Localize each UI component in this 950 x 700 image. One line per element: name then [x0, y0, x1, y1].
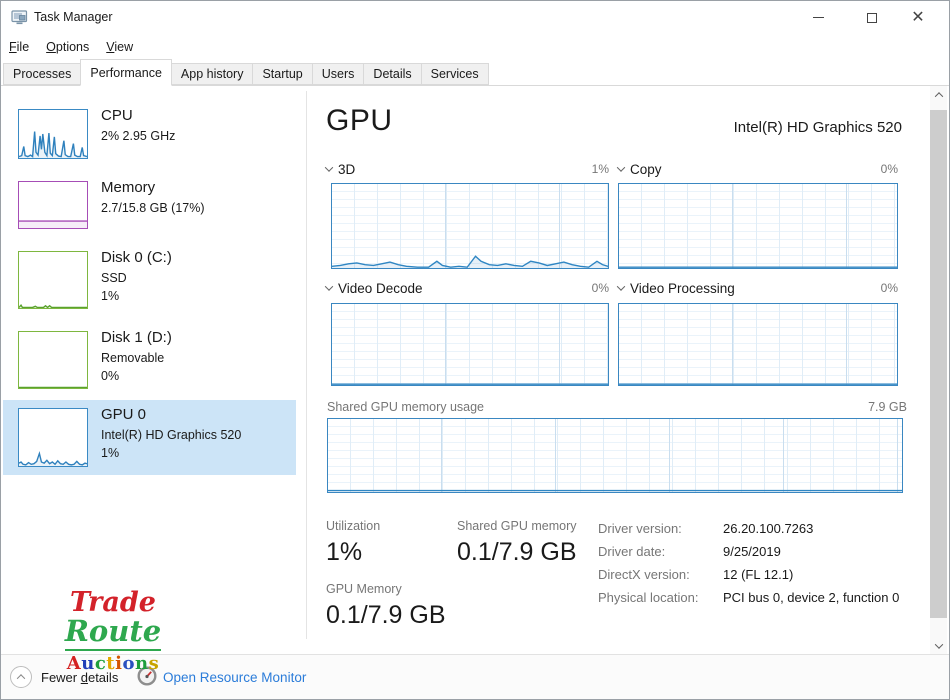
shared-gpu-memory-value: 0.1/7.9 GB	[457, 538, 577, 566]
sidebar-item-disk1[interactable]: Disk 1 (D:) Removable 0%	[3, 323, 296, 403]
tab-services[interactable]: Services	[420, 63, 489, 85]
sidebar-item-detail: Intel(R) HD Graphics 520	[101, 428, 242, 442]
utilization-label: Utilization	[326, 519, 381, 533]
page-title: GPU	[326, 104, 393, 137]
driver-date-value: 9/25/2019	[723, 544, 781, 559]
tab-performance[interactable]: Performance	[80, 59, 172, 86]
maximize-button[interactable]	[849, 1, 895, 34]
directx-version-value: 12 (FL 12.1)	[723, 567, 794, 582]
chevron-down-icon[interactable]	[324, 163, 334, 172]
chart-percent: 0%	[880, 162, 898, 176]
menu-file[interactable]: File	[9, 39, 30, 54]
tab-details[interactable]: Details	[363, 63, 422, 85]
menu-options[interactable]: Options	[46, 39, 90, 54]
chart-header-copy: Copy 0%	[616, 161, 898, 177]
driver-version-value: 26.20.100.7263	[723, 521, 814, 536]
task-manager-app-icon	[11, 10, 28, 25]
gpu-memory-value: 0.1/7.9 GB	[326, 601, 446, 629]
tab-startup[interactable]: Startup	[252, 63, 313, 85]
tab-users[interactable]: Users	[311, 63, 365, 85]
chevron-down-icon[interactable]	[616, 163, 626, 172]
disk1-mini-chart	[18, 331, 88, 389]
shared-gpu-memory-label: Shared GPU memory	[457, 519, 577, 533]
utilization-value: 1%	[326, 538, 363, 566]
chart-header-video-decode: Video Decode 0%	[324, 280, 609, 296]
sidebar-item-memory[interactable]: Memory 2.7/15.8 GB (17%)	[3, 173, 296, 243]
sidebar-item-detail: 1%	[101, 446, 120, 461]
shared-memory-chart-title: Shared GPU memory usage	[327, 400, 485, 414]
chevron-down-icon	[934, 639, 943, 649]
performance-sidebar: CPU 2% 2.95 GHz Memory 2.7/15.8 GB (17%)…	[1, 86, 297, 654]
fewer-details-label[interactable]: Fewer details	[41, 670, 119, 685]
video-decode-chart	[331, 303, 609, 386]
chevron-up-icon	[934, 91, 943, 101]
physical-location-value: PCI bus 0, device 2, function 0	[723, 590, 900, 605]
open-resource-monitor-link[interactable]: Open Resource Monitor	[163, 670, 307, 685]
close-button[interactable]: ✕	[895, 1, 941, 34]
driver-version-label: Driver version:	[598, 521, 682, 536]
sidebar-item-disk0[interactable]: Disk 0 (C:) SSD 1%	[3, 243, 296, 323]
physical-location-label: Physical location:	[598, 590, 699, 605]
resource-monitor-icon	[137, 666, 157, 686]
sidebar-item-title: Disk 1 (D:)	[101, 329, 172, 346]
chart-title: Video Processing	[630, 280, 735, 296]
cpu-mini-chart	[18, 109, 88, 159]
sidebar-item-title: Memory	[101, 179, 156, 196]
close-icon: ✕	[911, 8, 925, 26]
chart-header-video-processing: Video Processing 0%	[616, 280, 898, 296]
sidebar-divider	[306, 91, 307, 639]
directx-version-label: DirectX version:	[598, 567, 690, 582]
chart-title: Video Decode	[338, 280, 423, 296]
vertical-scrollbar[interactable]	[930, 86, 947, 654]
chart-header-3d: 3D 1%	[324, 161, 609, 177]
menu-view[interactable]: View	[106, 39, 134, 54]
disk0-mini-chart	[18, 251, 88, 309]
sidebar-item-detail: Removable	[101, 351, 165, 365]
fewer-details-button[interactable]	[10, 666, 32, 688]
chart-title: 3D	[338, 161, 356, 177]
tab-app-history[interactable]: App history	[170, 63, 254, 85]
sidebar-item-cpu[interactable]: CPU 2% 2.95 GHz	[3, 101, 296, 171]
chevron-down-icon[interactable]	[324, 282, 334, 291]
menu-bar: File Options View	[1, 34, 949, 59]
chevron-down-icon[interactable]	[616, 282, 626, 291]
chart-percent: 0%	[591, 281, 609, 295]
chart-percent: 1%	[591, 162, 609, 176]
sidebar-item-detail: 0%	[101, 369, 120, 384]
chart-percent: 0%	[880, 281, 898, 295]
shared-memory-chart-max: 7.9 GB	[868, 400, 907, 414]
sidebar-item-detail: 2% 2.95 GHz	[101, 129, 176, 143]
chart-title: Copy	[630, 161, 662, 177]
window-title: Task Manager	[34, 10, 113, 24]
copy-usage-chart	[618, 183, 898, 269]
footer-bar: Fewer details Open Resource Monitor	[1, 654, 949, 699]
driver-date-label: Driver date:	[598, 544, 666, 559]
sidebar-item-title: Disk 0 (C:)	[101, 249, 172, 266]
minimize-button[interactable]	[795, 1, 841, 34]
scrollbar-thumb[interactable]	[930, 110, 947, 618]
video-processing-chart	[618, 303, 898, 386]
scroll-up-button[interactable]	[930, 86, 947, 103]
sidebar-item-detail: 1%	[101, 289, 120, 304]
3d-usage-chart	[331, 183, 609, 269]
shared-memory-chart	[327, 418, 903, 493]
gpu-name: Intel(R) HD Graphics 520	[733, 119, 902, 136]
gpu-memory-label: GPU Memory	[326, 582, 402, 596]
gpu-pane: GPU Intel(R) HD Graphics 520 3D 1% Copy …	[307, 86, 929, 654]
sidebar-item-title: GPU 0	[101, 406, 147, 423]
sidebar-item-detail: SSD	[101, 271, 127, 285]
title-bar: Task Manager ✕	[1, 1, 949, 34]
sidebar-item-detail: 2.7/15.8 GB (17%)	[101, 201, 205, 215]
maximize-icon	[867, 12, 877, 23]
memory-mini-chart	[18, 181, 88, 229]
gpu0-mini-chart	[18, 408, 88, 467]
tab-bar: Processes Performance App history Startu…	[1, 59, 949, 86]
tab-processes[interactable]: Processes	[3, 63, 82, 85]
chevron-up-icon	[16, 674, 26, 683]
sidebar-item-gpu0[interactable]: GPU 0 Intel(R) HD Graphics 520 1%	[3, 400, 296, 475]
sidebar-item-title: CPU	[101, 107, 133, 124]
scroll-down-button[interactable]	[930, 637, 947, 654]
minimize-icon	[812, 17, 824, 18]
